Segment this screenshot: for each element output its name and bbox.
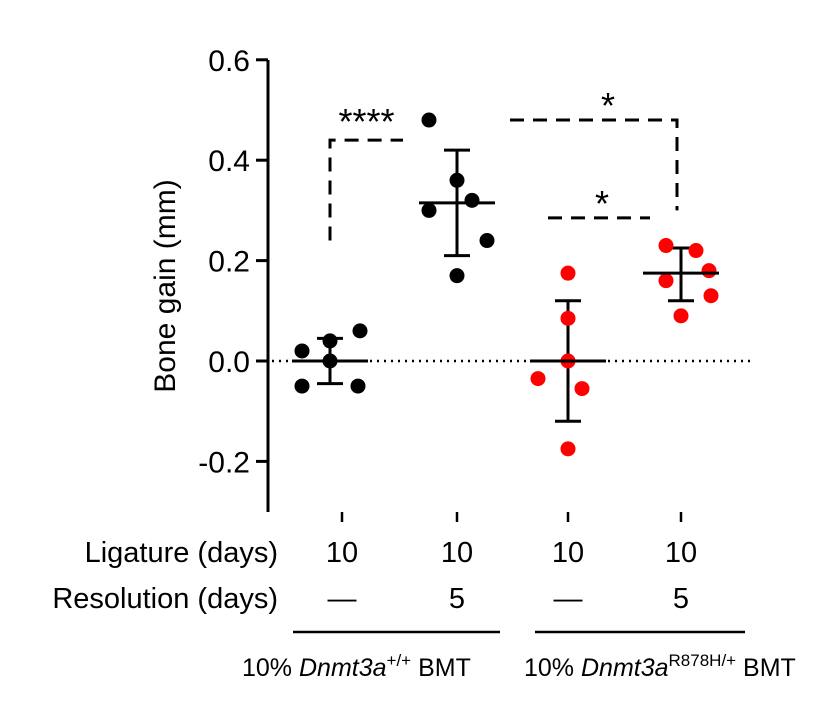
resolution-value: — (554, 583, 583, 615)
data-point (449, 172, 465, 188)
resolution-row-label: Resolution (days) (52, 583, 278, 615)
data-point (560, 265, 576, 281)
data-point (658, 273, 674, 289)
significance-brackets: ****** (328, 85, 679, 241)
significance-bracket (510, 118, 679, 211)
genotype-label-mutant: 10% Dnmt3aR878H/+ BMT (524, 651, 796, 682)
genotype-mut-prefix: 10% (524, 654, 581, 682)
genotype-mut-superscript: R878H/+ (669, 651, 737, 670)
resolution-value: 5 (673, 583, 689, 615)
data-point (350, 378, 366, 394)
ligature-value: 10 (326, 537, 358, 569)
genotype-wt-suffix: BMT (411, 654, 471, 682)
genotype-wt-prefix: 10% (242, 654, 299, 682)
condition-labels: 10 — 10 5 10 — 10 5 (326, 512, 697, 615)
ligature-row-label: Ligature (days) (85, 537, 278, 569)
data-point (294, 378, 310, 394)
data-point (421, 202, 437, 218)
data-point (701, 263, 717, 279)
resolution-value: — (328, 583, 357, 615)
data-point (294, 343, 310, 359)
significance-label: * (601, 85, 615, 126)
data-point (560, 310, 576, 326)
ligature-value: 10 (441, 537, 473, 569)
data-point (560, 441, 576, 457)
genotype-label-wt: 10% Dnmt3a+/+ BMT (242, 651, 471, 682)
genotype-mut-gene: Dnmt3a (581, 654, 669, 682)
y-tick-label: 0.0 (208, 346, 250, 379)
genotype-wt-gene: Dnmt3a (299, 654, 387, 682)
genotype-wt-superscript: +/+ (387, 651, 412, 670)
genotype-mut-suffix: BMT (736, 654, 796, 682)
y-axis-label: Bone gain (mm) (149, 179, 182, 392)
data-point (688, 243, 704, 259)
significance-label: * (595, 183, 609, 224)
ligature-value: 10 (552, 537, 584, 569)
data-point (574, 381, 590, 397)
y-tick-label: -0.2 (198, 446, 250, 479)
y-tick-label: 0.2 (208, 246, 250, 279)
data-point (421, 112, 437, 128)
data-point (449, 268, 465, 284)
y-axis-ticks: 0.6 0.4 0.2 0.0 -0.2 (198, 45, 268, 479)
data-point (352, 323, 368, 339)
y-tick-label: 0.4 (208, 145, 250, 178)
data-point (703, 288, 719, 304)
data-point (658, 238, 674, 254)
significance-label: **** (338, 101, 394, 142)
ligature-value: 10 (665, 537, 697, 569)
data-point (322, 333, 338, 349)
resolution-value: 5 (449, 583, 465, 615)
significance-bracket (328, 138, 403, 241)
data-groups (292, 112, 719, 457)
y-tick-label: 0.6 (208, 45, 250, 78)
data-point (673, 308, 689, 324)
data-point (479, 233, 495, 249)
data-point (530, 371, 546, 387)
data-point (464, 192, 480, 208)
